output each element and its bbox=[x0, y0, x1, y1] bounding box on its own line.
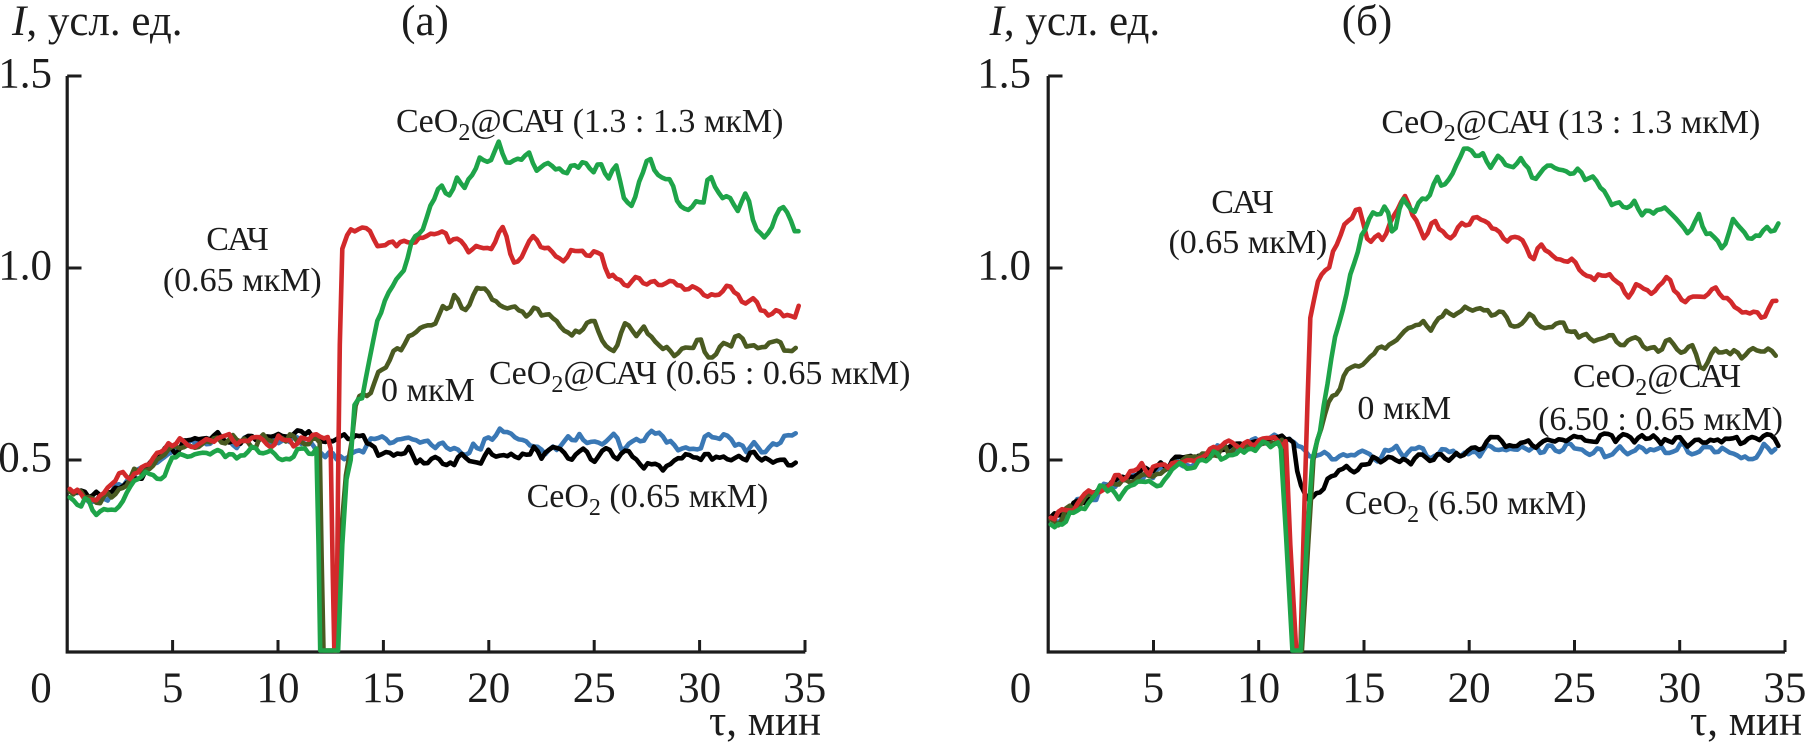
svg-text:35: 35 bbox=[1763, 665, 1806, 712]
svg-text:20: 20 bbox=[1448, 665, 1491, 712]
svg-text:10: 10 bbox=[1237, 665, 1280, 712]
svg-text:I, усл. ед.: I, усл. ед. bbox=[989, 0, 1161, 45]
svg-text:25: 25 bbox=[1553, 665, 1596, 712]
svg-text:30: 30 bbox=[1658, 665, 1701, 712]
svg-text:30: 30 bbox=[678, 665, 721, 712]
svg-text:1.5: 1.5 bbox=[0, 51, 52, 98]
svg-text:(а): (а) bbox=[401, 0, 449, 45]
svg-text:(0.65 мкМ): (0.65 мкМ) bbox=[1168, 224, 1327, 261]
svg-text:15: 15 bbox=[362, 665, 405, 712]
svg-text:CeO2 (0.65 мкМ): CeO2 (0.65 мкМ) bbox=[527, 478, 769, 521]
svg-text:1.0: 1.0 bbox=[0, 243, 52, 290]
svg-text:(б): (б) bbox=[1342, 0, 1393, 45]
svg-text:τ, мин: τ, мин bbox=[1690, 698, 1802, 745]
svg-text:35: 35 bbox=[783, 665, 826, 712]
svg-text:1.0: 1.0 bbox=[977, 243, 1031, 290]
svg-text:20: 20 bbox=[467, 665, 510, 712]
svg-text:CeO2@САЧ (13 : 1.3 мкМ): CeO2@САЧ (13 : 1.3 мкМ) bbox=[1381, 104, 1760, 147]
svg-text:0: 0 bbox=[1010, 665, 1032, 712]
svg-text:5: 5 bbox=[162, 665, 184, 712]
svg-text:CeO2@САЧ (1.3 : 1.3 мкМ): CeO2@САЧ (1.3 : 1.3 мкМ) bbox=[396, 103, 783, 146]
svg-text:I, усл. ед.: I, усл. ед. bbox=[11, 0, 183, 45]
svg-text:1.5: 1.5 bbox=[977, 51, 1031, 98]
svg-text:τ, мин: τ, мин bbox=[709, 698, 821, 745]
svg-text:CeO2 (6.50 мкМ): CeO2 (6.50 мкМ) bbox=[1345, 485, 1587, 528]
svg-text:0.5: 0.5 bbox=[0, 435, 52, 482]
svg-text:0: 0 bbox=[30, 665, 52, 712]
svg-text:САЧ: САЧ bbox=[206, 221, 268, 258]
svg-text:0 мкМ: 0 мкМ bbox=[1357, 390, 1451, 427]
svg-text:CeO2@САЧ (0.65 : 0.65 мкМ): CeO2@САЧ (0.65 : 0.65 мкМ) bbox=[489, 355, 910, 398]
svg-text:5: 5 bbox=[1143, 665, 1165, 712]
svg-text:(0.65 мкМ): (0.65 мкМ) bbox=[163, 262, 322, 299]
svg-text:0.5: 0.5 bbox=[977, 435, 1031, 482]
svg-text:25: 25 bbox=[573, 665, 616, 712]
svg-text:(6.50 : 0.65 мкМ): (6.50 : 0.65 мкМ) bbox=[1538, 401, 1783, 438]
svg-text:10: 10 bbox=[257, 665, 300, 712]
svg-text:0 мкМ: 0 мкМ bbox=[381, 372, 475, 409]
svg-text:15: 15 bbox=[1342, 665, 1385, 712]
svg-text:CeO2@САЧ: CeO2@САЧ bbox=[1573, 358, 1741, 401]
svg-text:САЧ: САЧ bbox=[1211, 184, 1273, 221]
